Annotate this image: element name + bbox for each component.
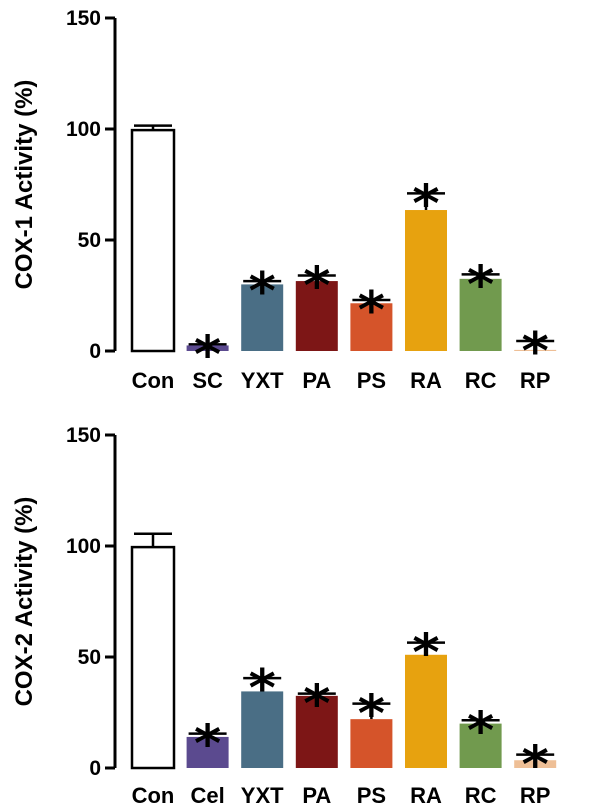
significance-star: * (303, 675, 330, 735)
bar-rc (459, 723, 502, 768)
category-label: RA (410, 368, 442, 393)
y-tick-label: 150 (66, 7, 101, 30)
bar-sc (186, 345, 229, 351)
bar-pa (295, 281, 338, 351)
bar-rc (459, 278, 502, 351)
y-tick-label: 0 (89, 340, 101, 363)
y-tick-label: 100 (66, 118, 101, 141)
y-tick-label: 50 (78, 229, 101, 252)
significance-star: * (194, 715, 221, 775)
category-label: RP (520, 783, 551, 808)
bar-yxt (241, 284, 284, 351)
bar-ra (405, 654, 447, 768)
y-tick-label: 0 (89, 757, 101, 780)
significance-star: * (249, 659, 276, 719)
significance-star: * (412, 624, 439, 684)
significance-star: * (358, 685, 385, 745)
bar-cel (186, 736, 229, 768)
y-axis-title: COX-1 Activity (%) (11, 80, 38, 290)
category-label: RC (465, 783, 497, 808)
category-label: Cel (190, 783, 224, 808)
category-label: RC (465, 368, 497, 393)
significance-star: * (522, 736, 549, 796)
category-label: PS (357, 783, 386, 808)
category-label: Con (132, 368, 175, 393)
category-label: RP (520, 368, 551, 393)
category-label: Con (132, 783, 175, 808)
significance-star: * (358, 281, 385, 341)
significance-star: * (467, 255, 494, 315)
category-label: SC (192, 368, 223, 393)
bar-con (130, 545, 176, 770)
bar-yxt (241, 691, 284, 768)
y-tick-label: 150 (66, 424, 101, 447)
bar-rp (514, 760, 557, 768)
category-label: PA (302, 368, 331, 393)
bar-ps (350, 303, 393, 351)
bar-ra (405, 210, 447, 351)
bar-ps (350, 719, 393, 768)
category-label: YXT (241, 368, 284, 393)
chart-panel-2: COX-2 Activity (%) 0 50 100 150 Con * Cel * YXT * P… (11, 424, 557, 808)
y-axis-title: COX-2 Activity (%) (11, 497, 38, 707)
significance-star: * (194, 325, 221, 385)
significance-star: * (249, 262, 276, 322)
significance-star: * (412, 174, 439, 234)
significance-star: * (303, 257, 330, 317)
category-label: PS (357, 368, 386, 393)
category-label: RA (410, 783, 442, 808)
y-tick-label: 100 (66, 535, 101, 558)
bar-rp (514, 349, 557, 351)
significance-star: * (522, 322, 549, 382)
category-label: PA (302, 783, 331, 808)
y-tick-label: 50 (78, 646, 101, 669)
bar-con (130, 128, 176, 353)
significance-star: * (467, 701, 494, 761)
category-label: YXT (241, 783, 284, 808)
bar-pa (295, 695, 338, 768)
